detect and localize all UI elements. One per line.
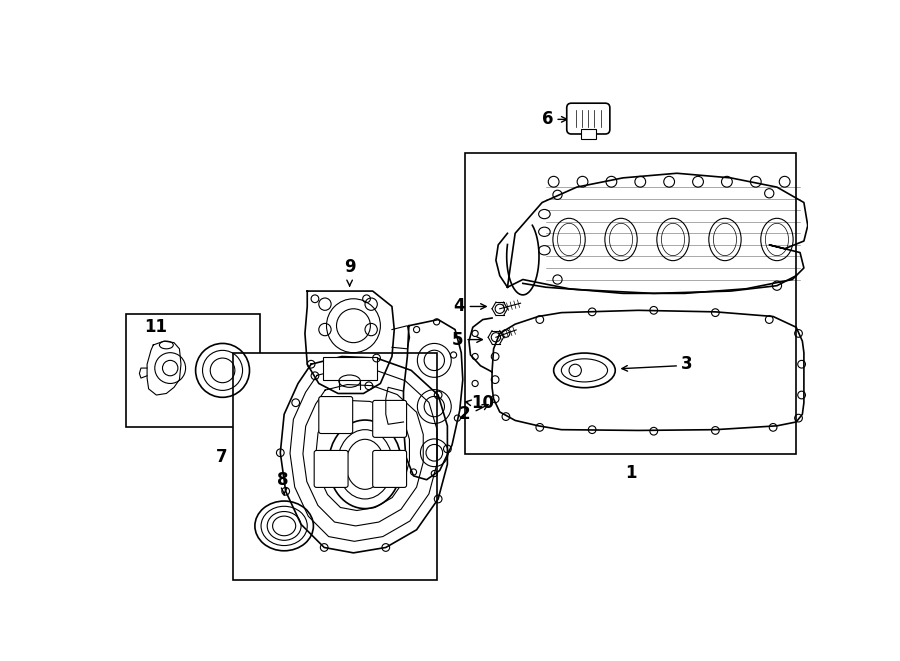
Text: 6: 6: [542, 110, 554, 128]
Text: 10: 10: [472, 394, 494, 412]
Bar: [580, 130, 596, 139]
Text: 11: 11: [144, 318, 167, 336]
FancyBboxPatch shape: [319, 397, 353, 434]
FancyBboxPatch shape: [314, 450, 348, 487]
Text: 7: 7: [215, 447, 227, 465]
Text: 4: 4: [454, 297, 465, 315]
Bar: [322, 356, 376, 379]
Text: 9: 9: [344, 258, 356, 276]
Text: 5: 5: [451, 330, 463, 348]
Text: 1: 1: [625, 464, 636, 483]
FancyBboxPatch shape: [567, 103, 610, 134]
Text: 3: 3: [680, 355, 692, 373]
FancyBboxPatch shape: [373, 450, 407, 487]
FancyBboxPatch shape: [373, 401, 407, 438]
Bar: [232, 353, 436, 580]
Text: 8: 8: [277, 471, 288, 489]
Bar: [465, 153, 796, 453]
Bar: [125, 314, 260, 428]
Text: 2: 2: [459, 405, 471, 423]
